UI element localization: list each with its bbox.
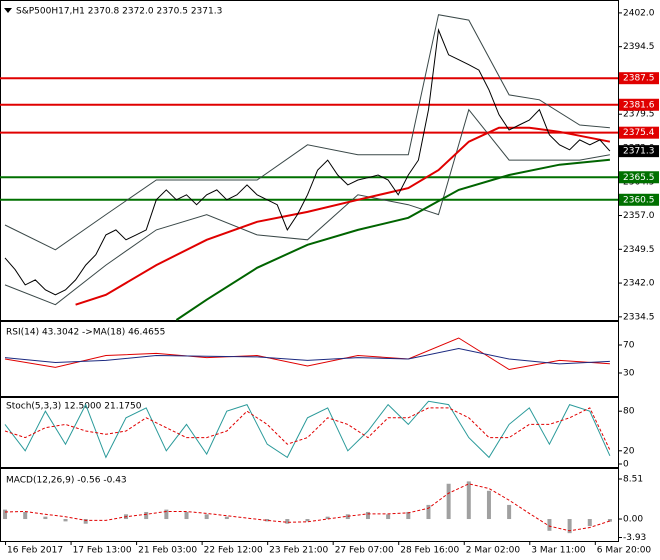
y-tick-label: -3.93 (623, 533, 646, 543)
level-label-bg (619, 98, 659, 111)
y-tick-label: 20 (623, 446, 635, 456)
series-line (4, 400, 611, 459)
level-label-bg (619, 126, 659, 139)
level-label-bg (619, 171, 659, 184)
histogram-bar (386, 514, 391, 520)
y-tick-label: 8.51 (623, 475, 643, 485)
histogram-bar (446, 483, 451, 520)
x-tick-label: 3 Mar 11:00 (531, 546, 586, 556)
x-tick-label: 27 Feb 07:00 (335, 546, 394, 556)
panel-title: S&P500H17,H1 2370.8 2372.0 2370.5 2371.3 (16, 7, 222, 17)
y-tick-label: 30 (623, 369, 635, 379)
histogram-bar (305, 519, 310, 522)
histogram-bar (224, 516, 229, 520)
level-label: 2381.6 (623, 100, 655, 110)
y-tick-label: 0.00 (623, 515, 643, 525)
series-line (4, 483, 611, 532)
series-line (4, 337, 610, 371)
histogram-bar (507, 504, 512, 520)
histogram-bar (587, 519, 592, 527)
series-line (175, 158, 610, 321)
level-label-bg (619, 193, 659, 206)
histogram-bar (285, 519, 290, 524)
y-tick-label: 2334.5 (623, 312, 655, 322)
histogram-bar (184, 511, 189, 520)
histogram-bar (265, 519, 270, 522)
series-line (4, 347, 610, 365)
histogram-bar (43, 516, 48, 520)
y-tick-label: 0 (623, 460, 629, 470)
histogram-bar (204, 514, 209, 520)
y-tick-label: 2342.0 (623, 279, 655, 289)
y-tick-label: 70 (623, 341, 635, 351)
level-label: 2365.5 (623, 173, 655, 183)
level-label-bg (619, 72, 659, 85)
panel-title: Stoch(5,3,3) 12.5000 21.1750 (6, 402, 142, 412)
histogram-bar (144, 511, 149, 520)
x-tick-label: 6 Mar 20:00 (597, 546, 652, 556)
series-line (4, 407, 611, 451)
x-tick-label: 21 Feb 03:00 (138, 546, 197, 556)
x-tick-label: 2 Mar 02:00 (466, 546, 521, 556)
histogram-bar (406, 511, 411, 520)
histogram-bar (486, 490, 491, 520)
macd-panel-frame (0, 468, 619, 542)
level-label: 2360.5 (623, 195, 655, 205)
price-label-bg (619, 145, 659, 158)
histogram-bar (3, 509, 8, 520)
y-tick-label: 2349.5 (623, 245, 655, 255)
histogram-bar (365, 511, 370, 520)
title-marker (4, 8, 12, 13)
level-label: 2387.5 (623, 74, 655, 84)
histogram-bar (164, 509, 169, 520)
histogram-bar (466, 481, 471, 520)
x-tick-label: 16 Feb 2017 (7, 546, 63, 556)
x-tick-label: 17 Feb 13:00 (73, 546, 132, 556)
histogram-bar (426, 504, 431, 520)
histogram-bar (23, 511, 28, 520)
histogram-bar (547, 519, 552, 531)
x-tick-label: 28 Feb 16:00 (400, 546, 459, 556)
level-label: 2375.4 (623, 128, 655, 138)
histogram-bar (607, 519, 612, 522)
histogram-bar (325, 516, 330, 520)
series-line (4, 28, 611, 296)
price-label: 2371.3 (623, 147, 655, 157)
histogram-bar (83, 519, 88, 524)
price-panel-frame (0, 0, 619, 321)
y-tick-label: 2357.0 (623, 211, 655, 221)
series-line (4, 108, 610, 306)
y-tick-label: 2394.5 (623, 42, 655, 52)
series-line (75, 126, 611, 306)
y-tick-label: 2379.5 (623, 110, 655, 120)
panel-title: MACD(12,26,9) -0.56 -0.43 (6, 476, 127, 486)
x-tick-label: 23 Feb 21:00 (269, 546, 328, 556)
stoch-panel-frame (0, 397, 619, 468)
panel-title: RSI(14) 43.3042 ->MA(18) 46.4655 (6, 328, 165, 338)
y-tick-label: 80 (623, 407, 635, 417)
rsi-panel-frame (0, 321, 619, 397)
histogram-bar (567, 519, 572, 534)
histogram-bar (63, 519, 68, 522)
series-line (4, 14, 610, 251)
x-tick-label: 22 Feb 12:00 (204, 546, 263, 556)
y-tick-label: 2402.0 (623, 8, 655, 18)
